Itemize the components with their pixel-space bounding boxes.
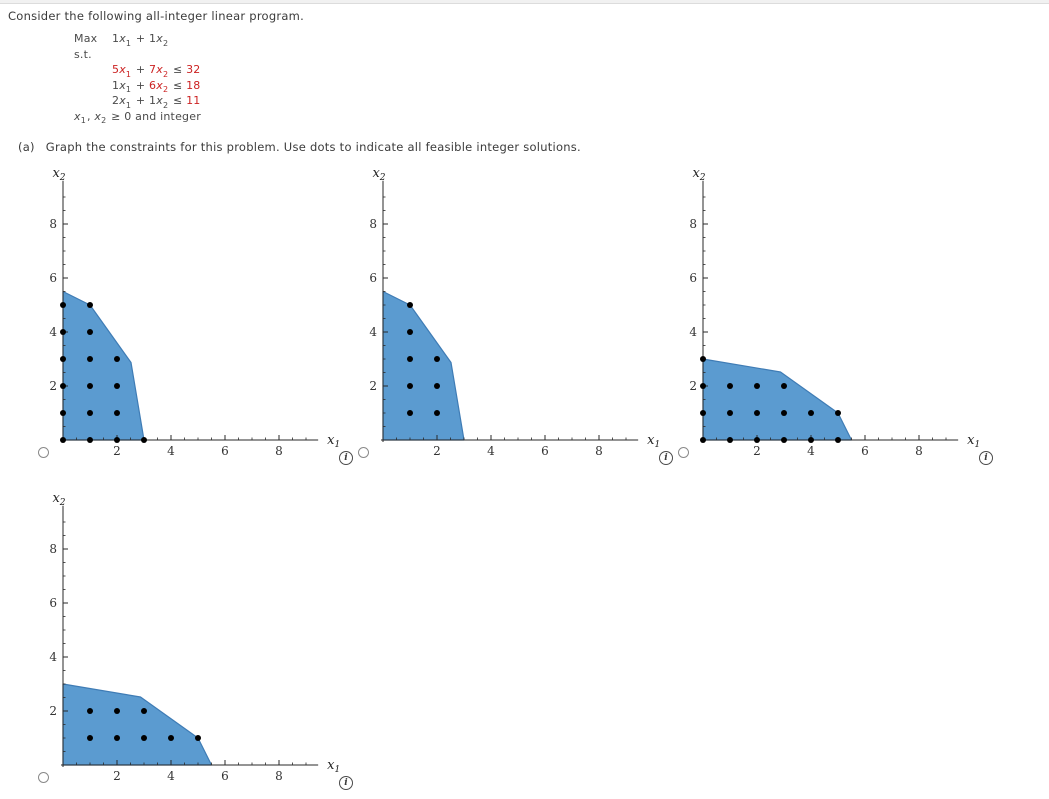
feasible-region-plot-3: 2 2 4 4 6 6 8 8 x1 x2 [689, 166, 980, 458]
svg-text:x1: x1 [647, 433, 660, 450]
svg-text:2: 2 [113, 769, 121, 783]
svg-text:4: 4 [167, 769, 175, 783]
problem-statement: Consider the following all-integer linea… [8, 9, 305, 23]
svg-text:4: 4 [689, 325, 697, 339]
part-a-text: Graph the constraints for this problem. … [45, 140, 581, 154]
svg-text:6: 6 [541, 444, 549, 458]
svg-text:4: 4 [369, 325, 377, 339]
svg-text:2: 2 [433, 444, 441, 458]
svg-text:8: 8 [275, 444, 283, 458]
svg-text:2: 2 [49, 704, 57, 718]
svg-text:6: 6 [369, 271, 377, 285]
subject-to-label: s.t. [74, 47, 92, 61]
svg-text:2: 2 [369, 379, 377, 393]
constraint-3: 2x1 + 1x2 ≤ 11 [112, 94, 201, 110]
feasible-region-plot-2: 2 2 4 4 6 6 8 8 x1 x2 [369, 166, 660, 458]
svg-text:8: 8 [915, 444, 923, 458]
svg-text:x2: x2 [692, 166, 705, 183]
feasible-region-plot-1: 2 2 4 4 6 6 8 8 x1 x2 [49, 166, 340, 458]
info-icon-4[interactable]: i [339, 776, 353, 790]
svg-text:6: 6 [861, 444, 869, 458]
objective-row: Max 1x1 + 1x2 [74, 31, 201, 48]
answer-option-4: 2 2 4 4 6 6 8 8 x1 x2 i [36, 488, 358, 792]
answer-radio-2[interactable] [358, 447, 369, 458]
constraint-1: 5x1 + 7x2 ≤ 32 [112, 63, 201, 79]
svg-text:6: 6 [689, 271, 697, 285]
answer-radio-3[interactable] [678, 447, 689, 458]
svg-text:8: 8 [689, 217, 697, 231]
answer-option-2: 2 2 4 4 6 6 8 8 x1 x2 i [356, 163, 678, 467]
svg-text:x1: x1 [967, 433, 980, 450]
svg-text:x2: x2 [372, 166, 385, 183]
svg-text:x2: x2 [52, 166, 65, 183]
feasible-region-plot-4: 2 2 4 4 6 6 8 8 x1 x2 [49, 491, 340, 783]
answer-radio-4[interactable] [38, 772, 49, 783]
page-top-divider [0, 0, 1049, 4]
svg-text:8: 8 [275, 769, 283, 783]
answer-option-1: 2 2 4 4 6 6 8 8 x1 x2 i [36, 163, 358, 467]
svg-text:x1: x1 [327, 433, 340, 450]
svg-text:6: 6 [221, 444, 229, 458]
info-icon-1[interactable]: i [339, 451, 353, 465]
part-a-label: (a) [18, 140, 35, 154]
nonnegativity-row: x1, x2 ≥ 0 and integer [74, 109, 201, 126]
svg-text:8: 8 [595, 444, 603, 458]
answer-radio-1[interactable] [38, 447, 49, 458]
info-icon-2[interactable]: i [659, 451, 673, 465]
svg-text:6: 6 [221, 769, 229, 783]
svg-text:6: 6 [49, 271, 57, 285]
svg-text:4: 4 [167, 444, 175, 458]
objective-expression: 1x1 + 1x2 [112, 32, 169, 48]
svg-text:2: 2 [113, 444, 121, 458]
svg-text:8: 8 [49, 542, 57, 556]
svg-text:6: 6 [49, 596, 57, 610]
svg-text:x2: x2 [52, 491, 65, 508]
svg-text:2: 2 [689, 379, 697, 393]
constraint-2: 1x1 + 6x2 ≤ 18 [112, 78, 201, 95]
max-label: Max [74, 32, 98, 45]
part-a-question: (a) Graph the constraints for this proble… [18, 140, 581, 154]
svg-text:x1: x1 [327, 758, 340, 775]
svg-text:4: 4 [807, 444, 815, 458]
info-icon-3[interactable]: i [979, 451, 993, 465]
svg-text:4: 4 [487, 444, 495, 458]
svg-text:2: 2 [49, 379, 57, 393]
linear-program-block: Max 1x1 + 1x2 s.t. 5x1 + 7x2 ≤ 32 1x1 + 6… [74, 31, 201, 125]
svg-text:4: 4 [49, 325, 57, 339]
svg-text:2: 2 [753, 444, 761, 458]
answer-option-3: 2 2 4 4 6 6 8 8 x1 x2 i [676, 163, 998, 467]
svg-text:4: 4 [49, 650, 57, 664]
svg-text:8: 8 [49, 217, 57, 231]
svg-text:8: 8 [369, 217, 377, 231]
